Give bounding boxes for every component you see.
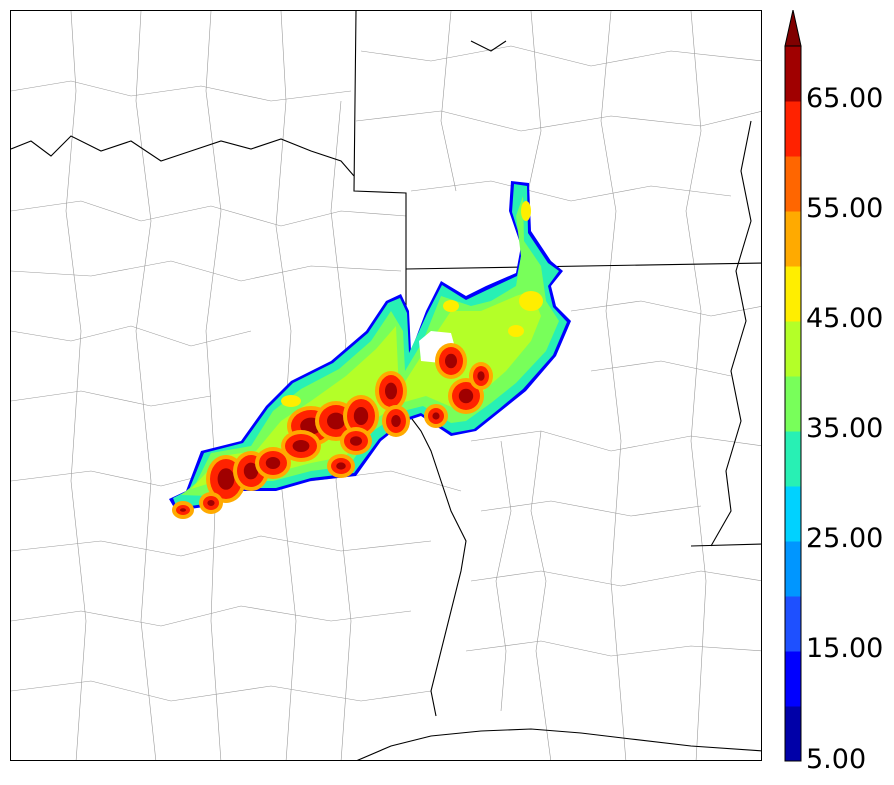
colorbar-tick-35: 35.00 <box>806 413 884 444</box>
storm-core-65dbz <box>327 412 345 430</box>
colorbar-segment <box>785 101 801 157</box>
colorbar-tick-55: 55.00 <box>806 193 884 224</box>
colorbar-extend-arrow <box>784 10 802 47</box>
colorbar-segment <box>785 211 801 267</box>
colorbar-outline <box>784 45 802 762</box>
state-borders <box>11 11 761 760</box>
storm-patch-45dbz <box>508 325 524 337</box>
storm-region-35dbz <box>181 196 559 496</box>
colorbar <box>784 10 802 762</box>
storm-patch-45dbz <box>443 300 459 312</box>
colorbar-segment <box>785 376 801 432</box>
storm-core-65dbz <box>217 468 235 490</box>
storm-patch-45dbz <box>519 291 543 311</box>
colorbar-tick-5: 5.00 <box>806 744 867 775</box>
reflectivity-field <box>169 181 571 519</box>
colorbar-tick-45: 45.00 <box>806 303 884 334</box>
storm-core-65dbz <box>477 371 485 381</box>
colorbar-segment <box>785 706 801 762</box>
storm-core-65dbz <box>391 415 401 427</box>
storm-core-65dbz <box>265 457 281 469</box>
colorbar-tick-25: 25.00 <box>806 523 884 554</box>
county-borders <box>11 11 761 760</box>
colorbar-segment <box>785 651 801 707</box>
storm-core-65dbz <box>243 462 259 480</box>
storm-core-65dbz <box>180 508 186 512</box>
storm-region-40dbz <box>191 291 541 489</box>
storm-core-65dbz <box>207 500 215 506</box>
storm-core-65dbz <box>350 436 362 446</box>
colorbar-tick-15: 15.00 <box>806 633 884 664</box>
storm-core-65dbz <box>336 462 346 470</box>
colorbar-segment <box>785 46 801 102</box>
colorbar-segment <box>785 321 801 377</box>
storm-patch-45dbz <box>281 395 301 407</box>
storm-core-65dbz <box>432 412 440 420</box>
storm-core-65dbz <box>458 388 474 404</box>
storm-core-65dbz <box>385 382 397 400</box>
colorbar-segment <box>785 486 801 542</box>
map-panel <box>10 10 762 761</box>
colorbar-segment <box>785 596 801 652</box>
colorbar-segment <box>785 431 801 487</box>
storm-core-65dbz <box>292 440 310 452</box>
storm-core-65dbz <box>353 407 369 425</box>
map-canvas <box>11 11 761 760</box>
colorbar-tick-65: 65.00 <box>806 83 884 114</box>
storm-core-65dbz <box>445 353 457 369</box>
colorbar-segment <box>785 266 801 322</box>
colorbar-segment <box>785 156 801 212</box>
storm-patch-45dbz <box>521 201 531 221</box>
colorbar-segment <box>785 541 801 597</box>
